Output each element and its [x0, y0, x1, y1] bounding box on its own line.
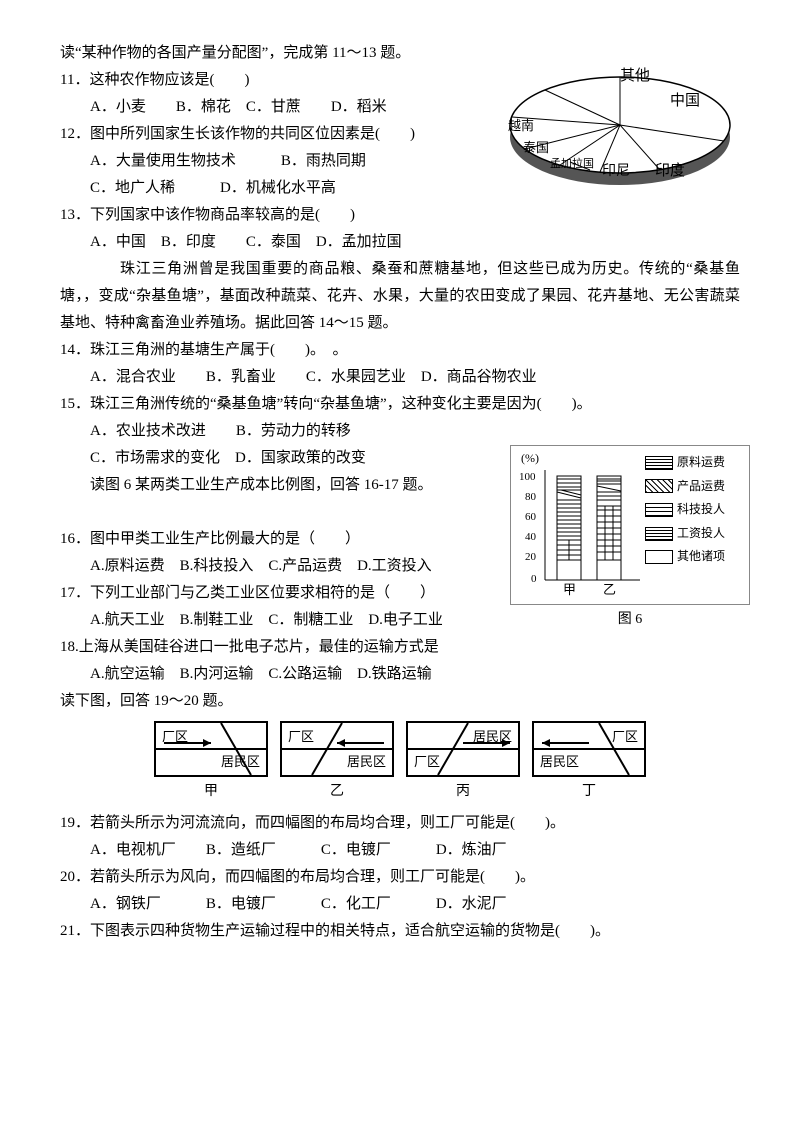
bar-chart-legend: 原料运费 产品运费 科技投人 工资投人 其他诸项	[645, 450, 725, 570]
question-15-option-a: A．农业技术改进 B．劳动力的转移	[60, 418, 740, 445]
bar-chart-caption: 图 6	[510, 607, 750, 632]
question-13-options: A．中国 B．印度 C．泰国 D．孟加拉国	[60, 229, 740, 256]
question-20: 20．若箭头所示为风向，而四幅图的布局均合理，则工厂可能是( )。	[60, 864, 740, 891]
question-16-options: A.原料运费 B.科技投入 C.产品运费 D.工资投入	[60, 553, 490, 580]
pie-label-th: 泰国	[523, 140, 549, 155]
svg-text:40: 40	[525, 531, 537, 543]
pie-chart-svg: 中国 印度 印尼 孟加拉国 泰国 越南 其他	[490, 40, 750, 210]
diag-yi: 厂区 居民区	[280, 721, 394, 777]
diag-bing: 居民区 厂区	[406, 721, 520, 777]
svg-text:(%): (%)	[521, 451, 539, 465]
svg-text:乙: 乙	[603, 582, 616, 597]
question-14: 14．珠江三角洲的基塘生产属于( )。 。	[60, 337, 740, 364]
question-19-options: A．电视机厂 B．造纸厂 C．电镀厂 D．炼油厂	[60, 837, 740, 864]
question-17-options: A.航天工业 B.制鞋工业 C．制糖工业 D.电子工业	[60, 607, 490, 634]
pie-chart-figure: 中国 印度 印尼 孟加拉国 泰国 越南 其他	[490, 40, 750, 210]
paragraph-14-15: 珠江三角洲曾是我国重要的商品粮、桑蚕和蔗糖基地，但这些已成为历史。传统的“桑基鱼…	[60, 256, 740, 337]
svg-text:80: 80	[525, 491, 537, 503]
pie-label-vn: 越南	[508, 118, 534, 133]
pie-label-in: 印度	[655, 162, 685, 179]
question-21: 21．下图表示四种货物生产运输过程中的相关特点，适合航空运输的货物是( )。	[60, 918, 740, 945]
question-18: 18.上海从美国硅谷进口一批电子芯片，最佳的运输方式是	[60, 634, 460, 661]
svg-text:20: 20	[525, 551, 537, 563]
bar-chart-svg: (%) 100 80 60 40 20 0	[515, 450, 645, 600]
question-20-options: A．钢铁厂 B．电镀厂 C．化工厂 D．水泥厂	[60, 891, 740, 918]
question-19: 19．若箭头所示为河流流向，而四幅图的布局均合理，则工厂可能是( )。	[60, 810, 740, 837]
intro-19: 读下图，回答 19～20 题。	[60, 688, 740, 715]
svg-text:100: 100	[519, 471, 536, 483]
pie-label-id: 印尼	[602, 163, 630, 179]
pie-label-other: 其他	[620, 67, 650, 84]
svg-text:甲: 甲	[563, 582, 576, 597]
question-17: 17．下列工业部门与乙类工业区位要求相符的是（ ）	[60, 580, 460, 607]
diag-ding: 厂区 居民区	[532, 721, 646, 777]
svg-text:0: 0	[531, 573, 537, 585]
question-16: 16．图中甲类工业生产比例最大的是（ ）	[60, 526, 460, 553]
diag-jia: 厂区 居民区	[154, 721, 268, 777]
pie-label-cn: 中国	[670, 92, 700, 109]
question-18-options: A.航空运输 B.内河运输 C.公路运输 D.铁路运输	[60, 661, 740, 688]
question-15: 15．珠江三角洲传统的“桑基鱼塘”转向“杂基鱼塘”，这种变化主要是因为( )。	[60, 391, 740, 418]
question-14-options: A．混合农业 B．乳畜业 C．水果园艺业 D．商品谷物农业	[60, 364, 740, 391]
svg-text:60: 60	[525, 511, 537, 523]
layout-diagrams: 厂区 居民区 甲 厂区 居民区 乙 居民区 厂区	[60, 721, 740, 804]
intro-16: 读图 6 某两类工业生产成本比例图，回答 16-17 题。	[60, 472, 490, 499]
bar-chart-figure: (%) 100 80 60 40 20 0	[510, 445, 750, 632]
